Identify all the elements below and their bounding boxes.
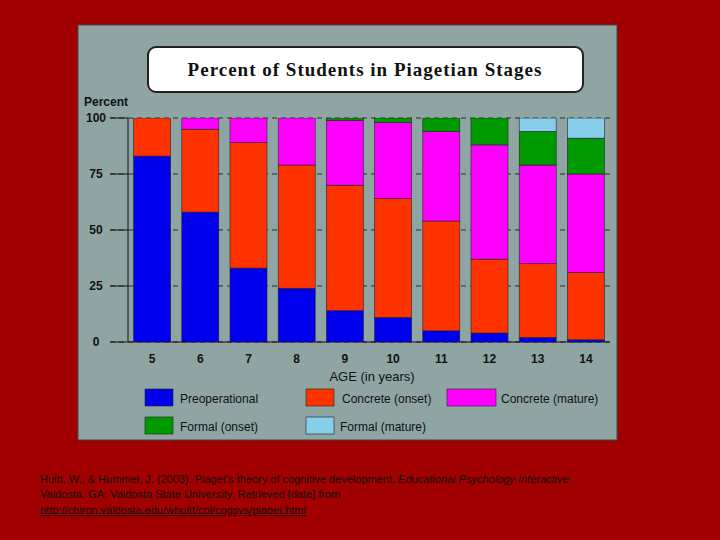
bar-segment bbox=[567, 118, 604, 138]
legend-label: Concrete (mature) bbox=[501, 392, 598, 406]
bar-segment bbox=[134, 118, 171, 119]
bar-segment bbox=[375, 118, 412, 119]
legend-label: Concrete (onset) bbox=[342, 392, 431, 406]
bar-segment bbox=[230, 268, 267, 342]
bar-segment bbox=[230, 118, 267, 119]
y-tick-label: 50 bbox=[89, 223, 103, 237]
x-tick-label: 13 bbox=[531, 352, 545, 366]
bar-segment bbox=[230, 118, 267, 143]
bar-segment bbox=[278, 118, 315, 119]
y-tick-label: 0 bbox=[93, 335, 100, 349]
panel bbox=[78, 25, 617, 440]
bar-segment bbox=[423, 331, 460, 342]
x-tick-label: 10 bbox=[386, 352, 400, 366]
bar-segment bbox=[423, 118, 460, 131]
bar-segment bbox=[134, 156, 171, 342]
bar-segment bbox=[423, 221, 460, 331]
bar-segment bbox=[423, 118, 460, 119]
legend-swatch bbox=[447, 389, 496, 406]
bar-segment bbox=[567, 273, 604, 340]
x-tick-label: 9 bbox=[342, 352, 349, 366]
citation-text: Educational Psychology Interactive. bbox=[398, 473, 572, 485]
bar-segment bbox=[519, 118, 556, 131]
bar-segment bbox=[182, 118, 219, 119]
y-axis-label: Percent bbox=[84, 95, 128, 109]
x-tick-label: 11 bbox=[435, 352, 448, 366]
legend-swatch bbox=[145, 417, 173, 434]
y-tick bbox=[110, 286, 128, 287]
citation-line: http://chiron.valdosta.edu/whuitt/col/co… bbox=[40, 504, 306, 516]
x-tick-label: 6 bbox=[197, 352, 204, 366]
bar-segment bbox=[519, 131, 556, 165]
y-tick bbox=[110, 118, 128, 119]
x-tick-label: 12 bbox=[483, 352, 497, 366]
bar-segment bbox=[567, 138, 604, 174]
x-axis-label: AGE (in years) bbox=[329, 369, 414, 384]
bar-segment bbox=[182, 212, 219, 342]
bar-segment bbox=[567, 174, 604, 273]
y-tick-label: 100 bbox=[86, 111, 106, 125]
bar-segment bbox=[423, 131, 460, 221]
bar-segment bbox=[182, 118, 219, 119]
bar-segment bbox=[182, 118, 219, 129]
x-tick-label: 8 bbox=[293, 352, 300, 366]
legend-swatch bbox=[306, 417, 334, 434]
bar-segment bbox=[567, 340, 604, 342]
bar-segment bbox=[278, 165, 315, 288]
bar-segment bbox=[375, 199, 412, 318]
x-tick-label: 7 bbox=[245, 352, 252, 366]
bar-segment bbox=[326, 118, 363, 119]
x-tick-label: 14 bbox=[579, 352, 593, 366]
legend-label: Formal (mature) bbox=[340, 420, 426, 434]
title: Percent of Students in Piagetian Stages bbox=[188, 59, 543, 80]
bar-segment bbox=[278, 118, 315, 119]
y-tick-label: 75 bbox=[89, 167, 103, 181]
legend-label: Preoperational bbox=[180, 392, 258, 406]
bar-segment bbox=[519, 264, 556, 338]
citation-text: Valdosta, GA: Valdosta State University.… bbox=[40, 488, 340, 500]
y-tick bbox=[110, 342, 128, 343]
citation-text: http://chiron.valdosta.edu/whuitt/col/co… bbox=[40, 504, 306, 516]
bar-segment bbox=[182, 129, 219, 212]
x-tick-label: 5 bbox=[149, 352, 156, 366]
bar-segment bbox=[326, 185, 363, 310]
bar-segment bbox=[230, 118, 267, 119]
title-box bbox=[148, 47, 583, 92]
bar-segment bbox=[375, 122, 412, 198]
background bbox=[0, 0, 720, 540]
bar-segment bbox=[326, 311, 363, 342]
bars bbox=[134, 118, 605, 342]
bar-segment bbox=[519, 338, 556, 342]
bar-segment bbox=[230, 143, 267, 268]
legend-label: Formal (onset) bbox=[180, 420, 258, 434]
citation-text: Huitt, W., & Hummel, J. (2003). Piaget’s… bbox=[40, 473, 398, 485]
bar-segment bbox=[134, 118, 171, 119]
chart-root: Percent of Students in Piagetian Stages P… bbox=[0, 0, 720, 540]
bar-segment bbox=[326, 120, 363, 185]
bar-segment bbox=[278, 288, 315, 342]
bar-segment bbox=[134, 118, 171, 119]
bar-segment bbox=[134, 118, 171, 156]
y-tick bbox=[110, 230, 128, 231]
bar-segment bbox=[471, 118, 508, 145]
bar-segment bbox=[471, 333, 508, 342]
bar-segment bbox=[519, 165, 556, 264]
citation-line: Valdosta, GA: Valdosta State University.… bbox=[40, 488, 340, 500]
bar-segment bbox=[471, 145, 508, 259]
bar-segment bbox=[375, 317, 412, 342]
bar-segment bbox=[471, 259, 508, 333]
bar-segment bbox=[326, 118, 363, 120]
bar-segment bbox=[471, 118, 508, 119]
y-tick bbox=[110, 174, 128, 175]
y-tick-label: 25 bbox=[89, 279, 103, 293]
legend-swatch bbox=[145, 389, 173, 406]
y-axis-line bbox=[128, 118, 129, 342]
bar-segment bbox=[278, 118, 315, 165]
citation-line: Huitt, W., & Hummel, J. (2003). Piaget’s… bbox=[40, 473, 572, 485]
legend-swatch bbox=[306, 389, 334, 406]
bar-segment bbox=[375, 118, 412, 122]
